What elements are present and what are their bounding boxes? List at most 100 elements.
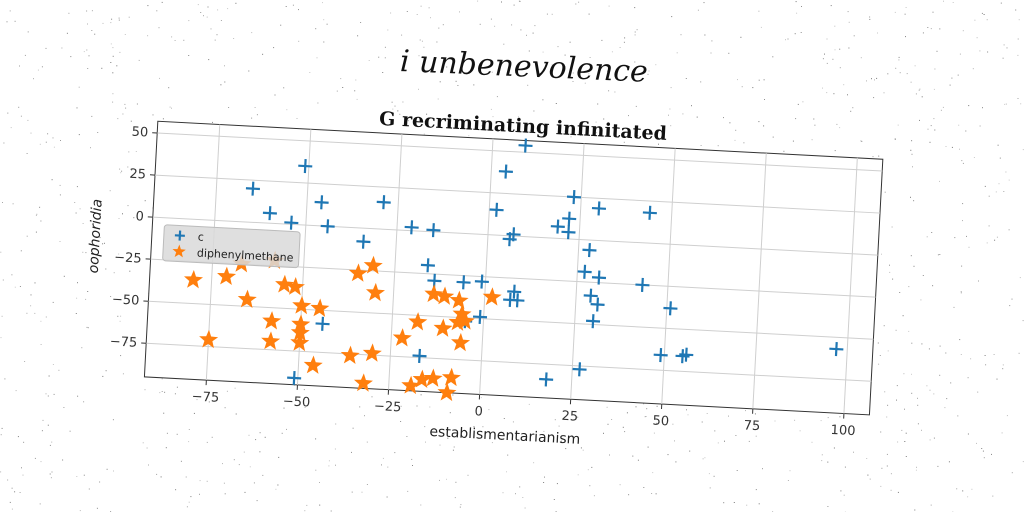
data-point-diphenylmethane [292,295,312,315]
x-tick-label: 0 [474,404,483,419]
data-point-c [376,195,391,210]
y-tick-label: 0 [135,209,144,224]
data-point-c [550,219,565,234]
data-point-c [642,205,657,220]
data-point-diphenylmethane [310,298,330,317]
data-point-c [404,220,419,235]
data-point-diphenylmethane [353,373,373,392]
data-point-c [474,274,489,289]
data-point-c [245,181,260,196]
y-tick-label: −50 [112,292,140,308]
data-point-c [356,234,371,249]
data-point-c [582,243,597,258]
legend-marker-c [174,230,185,241]
x-tick-label: −25 [374,399,402,415]
y-axis-label: oophoridia [86,199,106,274]
data-point-c [510,293,525,308]
data-point-diphenylmethane [437,382,457,402]
legend-label-diphenylmethane: diphenylmethane [197,246,294,264]
data-point-c [591,270,607,285]
y-tick-label: −75 [109,334,137,350]
data-point-c [456,275,471,290]
data-point-diphenylmethane [237,289,257,309]
data-point-diphenylmethane [363,255,383,275]
legend-marker-plus [174,230,185,241]
y-grid-line [157,132,883,172]
y-grid-line [154,174,881,214]
data-point-diphenylmethane [423,368,443,387]
legend: c diphenylmethane [162,224,301,269]
data-point-c [585,314,601,329]
x-tick-label: 100 [830,423,856,439]
data-point-c [287,370,302,386]
data-point-diphenylmethane [217,266,237,286]
data-point-c [829,342,844,357]
y-tick-label: 25 [129,167,146,183]
data-point-diphenylmethane [362,343,382,362]
data-point-diphenylmethane [184,269,204,289]
data-point-c [262,206,277,221]
data-point-c [284,215,299,230]
data-point-diphenylmethane [433,318,453,337]
data-point-c [502,232,517,247]
data-point-c [635,277,650,292]
grid-lines [146,124,883,414]
data-point-c [518,138,533,153]
data-point-diphenylmethane [261,331,281,350]
x-tick-label: 50 [652,414,669,430]
data-point-c [472,309,488,324]
x-grid-line [752,153,767,409]
y-axis-ticks: 50 25 0 −25 −50 −75 [109,125,158,351]
data-point-diphenylmethane [448,312,468,331]
x-grid-line [479,138,494,395]
data-point-diphenylmethane [424,284,444,303]
data-point-c [314,195,329,210]
data-point-diphenylmethane [340,345,360,365]
data-point-diphenylmethane [199,329,219,349]
data-point-c [663,301,678,316]
data-point-diphenylmethane [290,332,310,352]
data-point-diphenylmethane [262,311,282,330]
data-point-c [315,316,330,331]
legend-marker-diphenylmethane [172,244,186,258]
x-grid-line [388,134,403,390]
data-point-c [498,164,513,179]
x-grid-line [661,148,676,405]
x-axis-ticks: −75 −50 −25 0 25 50 75 100 [191,380,856,439]
data-point-c [412,348,427,363]
y-tick-label: 50 [131,125,148,141]
x-grid-line [843,157,858,414]
y-grid-line [152,216,878,256]
data-point-c [562,211,577,226]
data-point-diphenylmethane [303,355,323,374]
data-point-c [577,264,592,279]
legend-label-c: c [197,231,204,244]
data-point-c [420,258,435,273]
x-tick-label: 75 [743,418,760,434]
data-point-c [591,201,606,216]
x-grid-line [570,143,585,400]
x-tick-label: −75 [191,389,219,405]
data-point-c [561,225,576,240]
data-point-diphenylmethane [290,322,310,342]
data-point-diphenylmethane [365,282,385,302]
y-grid-line [146,342,872,382]
data-point-diphenylmethane [348,263,368,282]
y-tick-label: −25 [114,250,142,266]
data-point-c [583,288,598,303]
data-point-diphenylmethane [441,367,461,387]
legend-box [162,224,301,269]
plot-area [143,120,884,416]
data-point-diphenylmethane [449,290,469,310]
data-point-c [539,372,554,387]
legend-marker-star [172,244,186,258]
data-point-c [572,362,587,377]
data-point-diphenylmethane [285,277,305,296]
data-point-c [653,347,668,363]
data-point-diphenylmethane [408,312,428,331]
x-tick-label: 25 [561,409,578,425]
data-point-diphenylmethane [451,332,471,352]
data-point-c [566,189,582,205]
y-grid-line [148,300,874,340]
